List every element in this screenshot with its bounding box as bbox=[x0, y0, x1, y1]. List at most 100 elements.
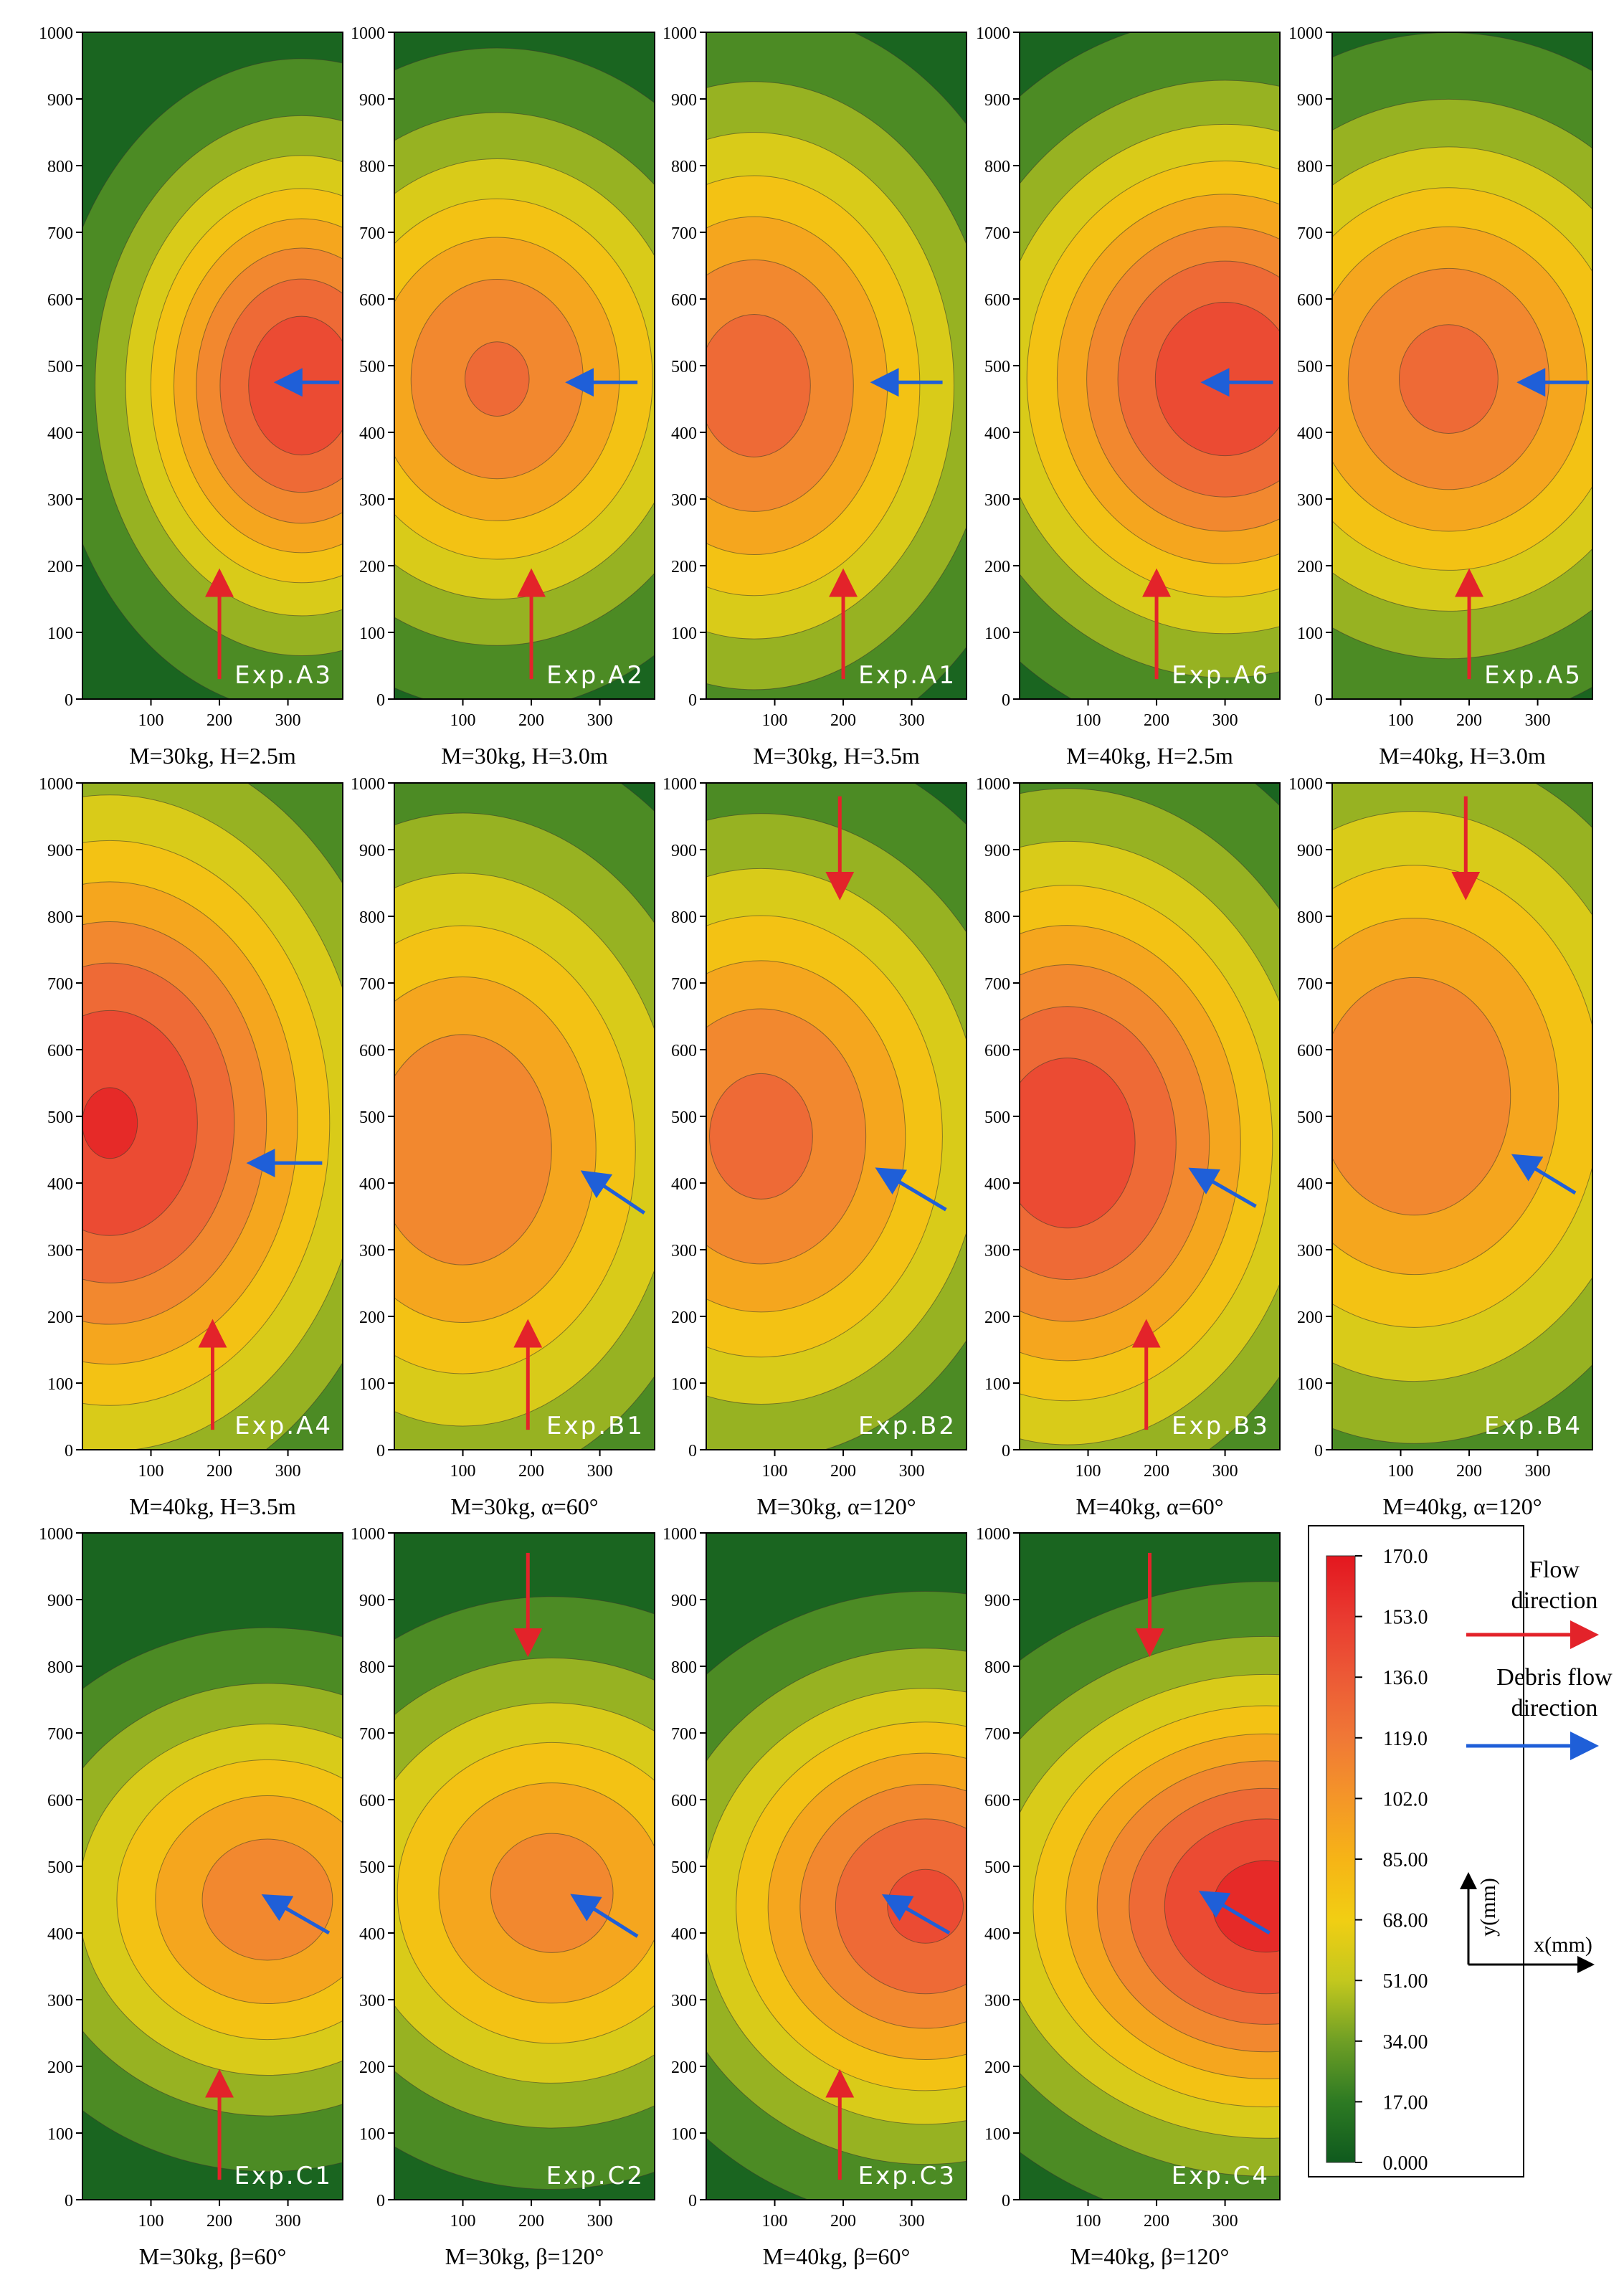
heatmap-panel: 0 100 200 300 400 500 600 700 800 900 1000 100 200 30… bbox=[663, 24, 967, 769]
debris-flow-arrow bbox=[1188, 1167, 1257, 1208]
x-tick-label: 300 bbox=[587, 1462, 613, 1481]
panel-label: Exp.C4 bbox=[1172, 2162, 1270, 2190]
y-tick-label: 800 bbox=[47, 158, 73, 176]
heatmap-panel: 0 100 200 300 400 500 600 700 800 900 1000 100 200 30… bbox=[39, 1525, 343, 2269]
x-tick-label: 200 bbox=[1144, 711, 1169, 730]
y-tick-label: 300 bbox=[984, 1242, 1010, 1260]
x-tick-label: 300 bbox=[587, 711, 613, 730]
x-tick-label: 200 bbox=[206, 2212, 232, 2231]
y-tick-label: 0 bbox=[376, 1442, 385, 1461]
y-axis-glyph-label: y(mm) bbox=[1476, 1878, 1500, 1937]
contour-level bbox=[490, 1833, 614, 1953]
y-tick-label: 1000 bbox=[39, 775, 73, 794]
y-tick-label: 200 bbox=[47, 558, 73, 576]
y-tick-label: 800 bbox=[359, 1658, 385, 1677]
y-tick-label: 1000 bbox=[976, 775, 1010, 794]
y-tick-label: 0 bbox=[688, 691, 697, 710]
x-tick-label: 100 bbox=[138, 1462, 164, 1481]
x-tick-label: 200 bbox=[1144, 1462, 1169, 1481]
debris-flow-arrow bbox=[875, 1167, 947, 1212]
x-tick-label: 100 bbox=[762, 1462, 788, 1481]
contour-level bbox=[248, 315, 343, 456]
y-tick-label: 300 bbox=[47, 1992, 73, 2010]
colorbar bbox=[1326, 1555, 1356, 2163]
y-tick-label: 700 bbox=[359, 975, 385, 994]
x-tick-label: 300 bbox=[587, 2212, 613, 2231]
panel-caption: M=40kg, α=120° bbox=[1382, 1493, 1542, 1519]
debris-flow-arrow bbox=[1198, 1891, 1271, 1935]
heatmap-panel: 0 100 200 300 400 500 600 700 800 900 1000 100 200 30… bbox=[351, 775, 655, 1519]
heatmap-field bbox=[82, 1533, 343, 2200]
y-tick-label: 200 bbox=[359, 1309, 385, 1327]
x-tick-label: 300 bbox=[899, 711, 925, 730]
contour-level bbox=[82, 1087, 138, 1159]
debris-flow-arrow bbox=[261, 1894, 331, 1935]
y-tick-label: 700 bbox=[1297, 224, 1323, 243]
heatmap-panel: 0 100 200 300 400 500 600 700 800 900 1000 100 200 30… bbox=[976, 1525, 1281, 2269]
heatmap-field bbox=[1020, 783, 1280, 1450]
heatmap-panel: 0 100 200 300 400 500 600 700 800 900 1000 100 200 30… bbox=[976, 775, 1281, 1519]
x-tick-label: 300 bbox=[899, 1462, 925, 1481]
colorbar-ticks: 170.0 153.0 136.0 119.0 102.0 85.00 68.00 51.00… bbox=[1355, 1546, 1428, 2175]
x-tick-label: 100 bbox=[138, 2212, 164, 2231]
y-tick-label: 700 bbox=[359, 224, 385, 243]
heatmap-panel: 0 100 200 300 400 500 600 700 800 900 1000 100 200 30… bbox=[663, 775, 967, 1519]
x-tick-label: 300 bbox=[275, 1462, 301, 1481]
y-tick-label: 800 bbox=[359, 908, 385, 927]
debris-flow-arrow bbox=[570, 1894, 639, 1938]
legend-arrows: Flow direction Debris flow direction bbox=[1466, 1557, 1613, 1760]
y-tick-label: 400 bbox=[47, 1175, 73, 1194]
panel-caption: M=40kg, β=120° bbox=[1070, 2243, 1230, 2269]
y-tick-label: 0 bbox=[688, 2192, 697, 2210]
y-tick-label: 1000 bbox=[976, 24, 1010, 43]
y-tick-label: 600 bbox=[359, 291, 385, 310]
x-tick-label: 300 bbox=[275, 2212, 301, 2231]
colorbar-tick-label: 0.000 bbox=[1383, 2152, 1428, 2175]
heatmap-field bbox=[394, 783, 655, 1450]
colorbar-tick-label: 170.0 bbox=[1383, 1546, 1428, 1568]
y-tick-label: 300 bbox=[359, 1242, 385, 1260]
colorbar-tick-label: 17.00 bbox=[1383, 2091, 1428, 2114]
panel-caption: M=30kg, H=3.0m bbox=[441, 743, 608, 769]
y-tick-label: 600 bbox=[984, 1792, 1010, 1810]
x-tick-label: 100 bbox=[1075, 711, 1101, 730]
y-tick-label: 100 bbox=[671, 2125, 697, 2144]
y-tick-label: 100 bbox=[671, 1375, 697, 1394]
x-tick-label: 100 bbox=[1075, 1462, 1101, 1481]
contour-level bbox=[1154, 302, 1280, 457]
contour-level bbox=[706, 313, 811, 457]
y-tick-label: 700 bbox=[359, 1725, 385, 1744]
y-tick-label: 1000 bbox=[351, 24, 385, 43]
y-tick-label: 600 bbox=[984, 1042, 1010, 1060]
y-tick-label: 700 bbox=[47, 224, 73, 243]
y-tick-label: 900 bbox=[47, 1592, 73, 1610]
y-tick-label: 700 bbox=[984, 1725, 1010, 1744]
y-tick-label: 300 bbox=[47, 1242, 73, 1260]
y-tick-label: 900 bbox=[984, 842, 1010, 860]
y-tick-label: 1000 bbox=[663, 24, 697, 43]
y-tick-label: 300 bbox=[671, 1992, 697, 2010]
panel-label: Exp.A1 bbox=[858, 661, 956, 690]
y-tick-label: 200 bbox=[671, 2058, 697, 2077]
contour-level bbox=[82, 1010, 198, 1236]
x-tick-label: 200 bbox=[206, 1462, 232, 1481]
debris-legend-label-2: direction bbox=[1511, 1695, 1598, 1721]
y-tick-label: 700 bbox=[47, 975, 73, 994]
legend-frame bbox=[1308, 1525, 1524, 2177]
heatmap-field bbox=[706, 783, 967, 1450]
y-tick-label: 0 bbox=[376, 2192, 385, 2210]
y-tick-label: 500 bbox=[359, 1858, 385, 1877]
y-tick-label: 800 bbox=[359, 158, 385, 176]
heatmap-field bbox=[1020, 1533, 1280, 2200]
y-tick-label: 1000 bbox=[1288, 24, 1323, 43]
colorbar-tick-label: 34.00 bbox=[1383, 2031, 1428, 2053]
x-tick-label: 100 bbox=[762, 2212, 788, 2231]
y-tick-label: 900 bbox=[1297, 842, 1323, 860]
y-tick-label: 100 bbox=[984, 1375, 1010, 1394]
x-tick-label: 100 bbox=[1075, 2212, 1101, 2231]
heatmap-field bbox=[1332, 32, 1592, 699]
y-tick-label: 400 bbox=[984, 424, 1010, 443]
debris-flow-arrow bbox=[580, 1170, 646, 1215]
y-tick-label: 100 bbox=[359, 1375, 385, 1394]
y-tick-label: 200 bbox=[984, 1309, 1010, 1327]
